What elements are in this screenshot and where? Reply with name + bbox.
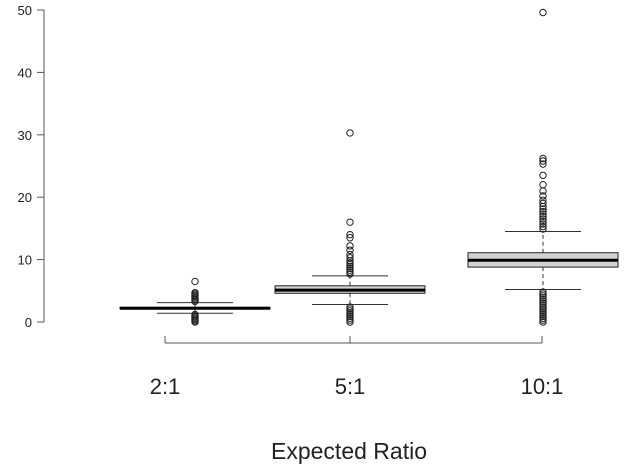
outlier-point [539,220,547,228]
outlier-point [539,316,547,324]
outlier-point [346,254,354,262]
y-tick-label: 0 [25,315,32,330]
x-tick-label: 5:1 [335,374,366,399]
outlier-point [346,129,354,137]
outlier-point [346,230,354,239]
outlier-point [346,266,354,274]
outlier-point [539,312,547,321]
outlier-point [346,242,354,250]
y-tick-label: 50 [18,3,32,18]
outlier-point [346,250,354,259]
outlier-point [346,246,354,254]
outlier-point [346,307,354,315]
outlier-point [539,288,547,296]
outlier-point [539,310,547,319]
y-axis: 0 10 20 30 40 50 [18,3,45,330]
outlier-point [191,288,199,297]
outlier-point [539,192,547,200]
outlier-point [346,234,354,242]
outlier-point [346,314,354,322]
outlier-point [539,160,547,168]
outlier-point [191,310,199,319]
outlier-point [539,307,547,315]
y-tick-label: 30 [18,128,32,143]
y-tick-label: 20 [18,190,32,205]
outlier-point [539,8,547,17]
outlier-point [539,215,547,223]
outlier-point [539,196,547,205]
outlier-point [346,218,354,226]
outlier-point [346,259,354,267]
outlier-point [539,210,547,218]
outlier-point [539,305,547,313]
outlier-point [539,217,547,226]
outlier-point [539,293,547,302]
outlier-point [539,157,547,165]
box-3 [467,8,619,326]
outlier-point [539,314,547,322]
x-tick-label: 10:1 [521,374,564,399]
outlier-point [539,297,547,306]
outlier-point [346,270,354,278]
y-tick-label: 10 [18,253,32,268]
outlier-point [539,299,547,307]
box-1 [119,277,271,326]
outlier-point [346,308,354,317]
outlier-point [346,264,354,273]
outlier-point [346,310,354,319]
outlier-point [539,212,547,221]
outlier-point [539,225,547,233]
outlier-point [539,154,547,163]
x-tick-label: 2:1 [150,374,181,399]
outlier-point [346,262,354,271]
outlier-point [539,292,547,300]
outlier-point [539,181,547,189]
x-axis: 2:1 5:1 10:1 [150,336,564,399]
outlier-point [539,207,547,216]
outlier-point [539,290,547,298]
outlier-point [539,318,547,326]
box-2 [274,129,426,326]
outlier-point [346,305,354,313]
outlier-point [539,171,547,180]
boxes [119,8,619,326]
outlier-point [539,199,547,208]
outlier-point [346,268,354,276]
outlier-point [539,303,547,311]
outlier-point [346,312,354,321]
outlier-point [539,308,547,317]
outlier-point [539,301,547,309]
outlier-point [539,222,547,231]
y-tick-label: 40 [18,65,32,80]
outlier-point [346,316,354,324]
outlier-point [539,295,547,304]
outlier-point [539,205,547,213]
outlier-point [191,277,199,286]
outlier-point [346,303,354,311]
outlier-point [346,318,354,326]
x-axis-label: Expected Ratio [271,438,427,464]
